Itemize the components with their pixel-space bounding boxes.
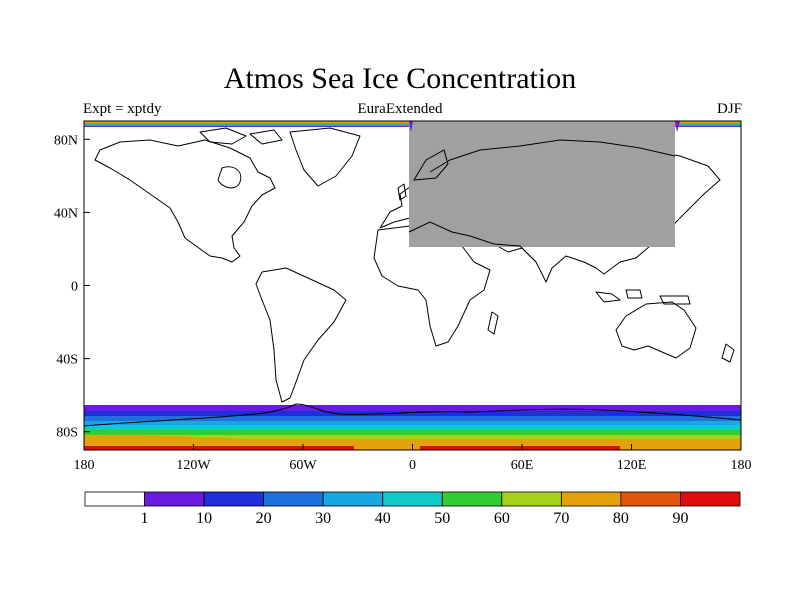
colorbar-label: 30 bbox=[315, 510, 331, 527]
overlay-right-edge-mark bbox=[675, 121, 680, 132]
lat-tick-label: 80N bbox=[54, 133, 78, 148]
colorbar-swatch bbox=[441, 491, 503, 507]
latitude-axis: 80N 40N 0 40S 80S bbox=[54, 133, 90, 441]
colorbar-label: 80 bbox=[613, 510, 629, 527]
region-label: EuraExtended bbox=[357, 101, 443, 117]
colorbar-label: 10 bbox=[196, 510, 212, 527]
lon-tick-label: 180 bbox=[731, 458, 752, 473]
colorbar-label: 50 bbox=[434, 510, 450, 527]
map-title: Atmos Sea Ice Concentration bbox=[223, 62, 577, 95]
lon-tick-label: 0 bbox=[409, 458, 416, 473]
lon-tick-label: 120E bbox=[617, 458, 647, 473]
overlay-coastlines bbox=[408, 139, 676, 263]
longitude-axis: 180 120W 60W 0 60E 120E 180 bbox=[74, 444, 752, 473]
colorbar-label: 60 bbox=[494, 510, 510, 527]
colorbar-swatch bbox=[263, 491, 324, 507]
colorbar-label: 20 bbox=[256, 510, 272, 527]
colorbar-swatch bbox=[501, 491, 562, 507]
colorbar-swatch bbox=[203, 491, 265, 507]
lat-tick-label: 0 bbox=[71, 280, 78, 295]
map-plot-area bbox=[84, 121, 741, 450]
colorbar-swatch bbox=[680, 491, 741, 507]
overlay-left-edge-mark bbox=[409, 121, 413, 132]
colorbar-label: 40 bbox=[375, 510, 391, 527]
lon-tick-label: 180 bbox=[74, 458, 95, 473]
lon-tick-label: 60W bbox=[289, 458, 317, 473]
colorbar-swatch bbox=[322, 491, 384, 507]
region-overlay bbox=[409, 121, 675, 247]
colorbar-label: 70 bbox=[553, 510, 569, 527]
colorbar-swatch bbox=[144, 491, 205, 507]
colorbar-swatch bbox=[84, 491, 145, 507]
lat-tick-label: 80S bbox=[56, 426, 78, 441]
colorbar-swatch bbox=[620, 491, 681, 507]
lon-tick-label: 120W bbox=[176, 458, 211, 473]
lat-tick-label: 40S bbox=[56, 353, 78, 368]
experiment-label: Expt = xptdy bbox=[83, 101, 162, 117]
lon-tick-label: 60E bbox=[511, 458, 534, 473]
season-label: DJF bbox=[716, 101, 742, 117]
colorbar-label: 1 bbox=[141, 510, 149, 527]
colorbar: 1 10 20 30 40 50 60 70 80 90 bbox=[84, 491, 741, 527]
colorbar-label: 90 bbox=[672, 510, 688, 527]
colorbar-swatch bbox=[560, 491, 622, 507]
lat-tick-label: 40N bbox=[54, 206, 78, 221]
colorbar-swatch bbox=[382, 491, 443, 507]
